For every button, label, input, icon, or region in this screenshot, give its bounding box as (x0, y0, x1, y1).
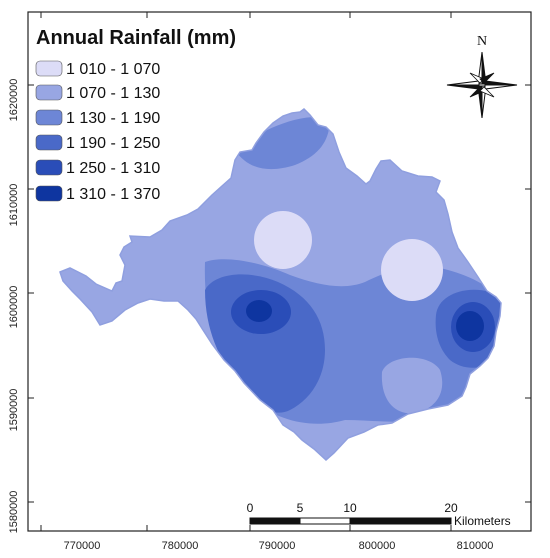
zone-1010-1070-east (381, 239, 443, 301)
legend-label: 1 310 - 1 370 (66, 186, 160, 203)
legend-swatch (35, 84, 63, 101)
x-tick-label: 810000 (457, 540, 494, 552)
legend-entry: 1 250 - 1 310 (35, 159, 160, 177)
scale-bar: 0 5 10 20 Kilometers (247, 501, 511, 528)
zone-1310-1370-east (456, 311, 484, 341)
x-tick-label: 770000 (64, 540, 101, 552)
scale-tick-label: 10 (343, 501, 357, 515)
legend-swatch (35, 60, 63, 77)
tick-marks (28, 12, 531, 531)
legend: Annual Rainfall (mm) 1 010 - 1 070 1 070… (35, 27, 236, 203)
legend-label: 1 010 - 1 070 (66, 61, 160, 78)
x-tick-label: 780000 (162, 540, 199, 552)
legend-entry: 1 190 - 1 250 (35, 134, 160, 152)
scale-segment (349, 517, 452, 525)
x-tick-label: 790000 (259, 540, 296, 552)
scale-segment (299, 517, 351, 525)
scale-tick-label: 0 (247, 501, 254, 515)
study-area-boundary (59, 108, 502, 462)
legend-swatch (35, 185, 63, 202)
legend-swatch (35, 159, 63, 176)
y-tick-label: 1590000 (8, 389, 20, 432)
legend-entry: 1 070 - 1 130 (35, 84, 160, 102)
legend-label: 1 130 - 1 190 (66, 110, 160, 127)
legend-entry: 1 010 - 1 070 (35, 60, 160, 78)
y-tick-label: 1600000 (8, 286, 20, 329)
zone-1310-1370-west (246, 300, 272, 322)
scale-tick-label: 20 (444, 501, 458, 515)
legend-swatch (35, 109, 63, 126)
scale-tick-label: 5 (297, 501, 304, 515)
legend-swatch (35, 134, 63, 151)
scale-segment (249, 517, 301, 525)
x-tick-label: 800000 (359, 540, 396, 552)
legend-label: 1 190 - 1 250 (66, 135, 160, 152)
legend-entry: 1 130 - 1 190 (35, 109, 160, 127)
scale-unit: Kilometers (454, 514, 511, 528)
y-tick-label: 1580000 (8, 491, 20, 534)
north-label: N (477, 34, 487, 49)
y-tick-label: 1610000 (8, 184, 20, 227)
north-arrow-icon: N (446, 34, 518, 119)
legend-label: 1 250 - 1 310 (66, 160, 160, 177)
legend-label: 1 070 - 1 130 (66, 85, 160, 102)
zone-1070-1130-south (381, 357, 443, 414)
zone-1130-1190-north (235, 116, 330, 170)
zone-1010-1070-west (254, 211, 312, 269)
y-tick-label: 1620000 (8, 79, 20, 122)
legend-title: Annual Rainfall (mm) (36, 27, 236, 49)
legend-entry: 1 310 - 1 370 (35, 185, 160, 203)
